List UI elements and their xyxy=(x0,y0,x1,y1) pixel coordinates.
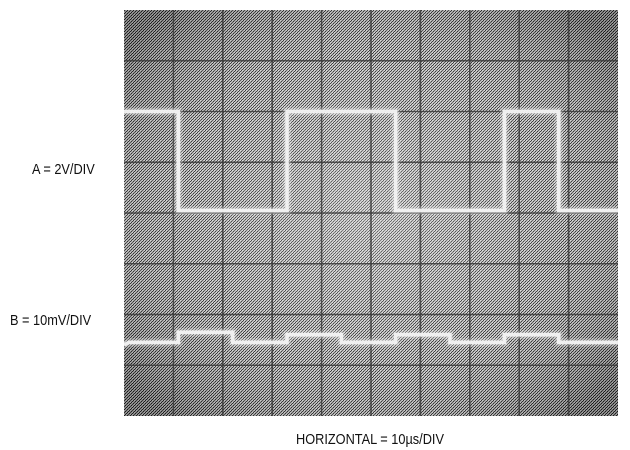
horizontal-scale-label: HORIZONTAL = 10µs/DIV xyxy=(296,431,444,448)
oscilloscope-screen xyxy=(124,10,618,416)
traces xyxy=(124,108,618,349)
channel-a-scale-label: A = 2V/DIV xyxy=(32,161,95,178)
trace-a xyxy=(124,109,618,213)
channel-b-scale-label: B = 10mV/DIV xyxy=(10,312,92,329)
trace-b xyxy=(124,330,618,347)
